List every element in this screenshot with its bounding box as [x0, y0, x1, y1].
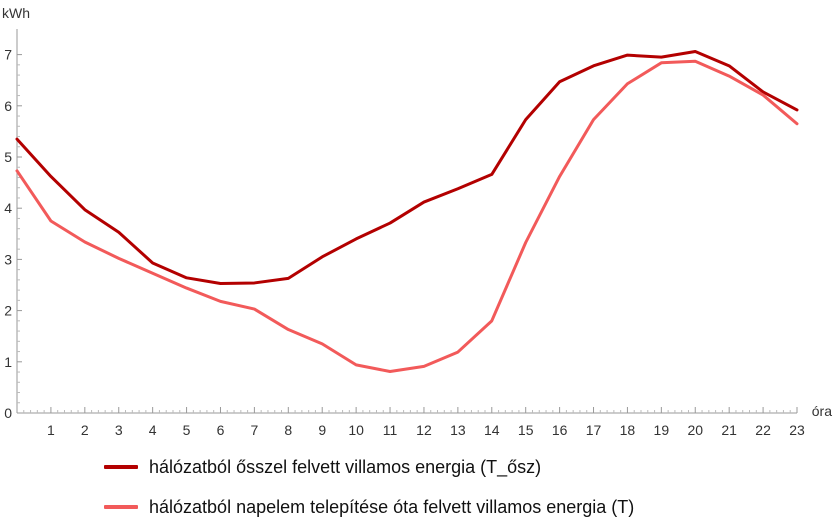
- y-tick-label: 4: [4, 200, 12, 216]
- legend-swatch-series-1: [104, 465, 138, 469]
- y-tick-label: 0: [4, 405, 12, 421]
- legend-swatch-series-2: [104, 505, 138, 509]
- x-tick-label: 3: [115, 422, 123, 438]
- x-axis-title: óra: [812, 403, 832, 419]
- x-tick-label: 6: [217, 422, 225, 438]
- x-tick-label: 15: [518, 422, 534, 438]
- x-tick-label: 20: [687, 422, 703, 438]
- x-tick-label: 12: [416, 422, 432, 438]
- y-tick-label: 1: [4, 354, 12, 370]
- series-line-2: [15, 59, 799, 374]
- x-tick-label: 18: [620, 422, 636, 438]
- x-tick-label: 1: [47, 422, 55, 438]
- x-tick-label: 8: [284, 422, 292, 438]
- x-tick-label: 22: [755, 422, 771, 438]
- y-tick-label: 5: [4, 149, 12, 165]
- y-tick-label: 3: [4, 251, 12, 267]
- x-tick-label: 13: [450, 422, 466, 438]
- x-tick-label: 23: [789, 422, 805, 438]
- x-tick-label: 2: [81, 422, 89, 438]
- x-tick-label: 11: [383, 422, 398, 438]
- y-tick-label: 2: [4, 303, 12, 319]
- y-tick-label: 6: [4, 98, 12, 114]
- y-axis-title: kWh: [2, 5, 30, 21]
- series-layer: [15, 50, 799, 374]
- x-tick-label: 9: [318, 422, 326, 438]
- legend-item-series-1: hálózatból ősszel felvett villamos energ…: [104, 447, 634, 487]
- legend: hálózatból ősszel felvett villamos energ…: [104, 447, 634, 527]
- legend-item-series-2: hálózatból napelem telepítése óta felvet…: [104, 487, 634, 527]
- x-tick-label: 4: [149, 422, 157, 438]
- y-tick-label: 7: [4, 47, 12, 63]
- x-tick-label: 21: [721, 422, 737, 438]
- x-tick-label: 5: [183, 422, 191, 438]
- legend-label-series-1: hálózatból ősszel felvett villamos energ…: [149, 456, 542, 477]
- x-tick-label: 10: [348, 422, 364, 438]
- x-tick-label: 19: [654, 422, 670, 438]
- x-tick-label: 14: [484, 422, 500, 438]
- x-tick-label: 16: [552, 422, 568, 438]
- series-line-1: [15, 50, 799, 285]
- x-tick-label: 7: [250, 422, 258, 438]
- x-tick-label: 17: [586, 422, 602, 438]
- legend-label-series-2: hálózatból napelem telepítése óta felvet…: [149, 496, 635, 517]
